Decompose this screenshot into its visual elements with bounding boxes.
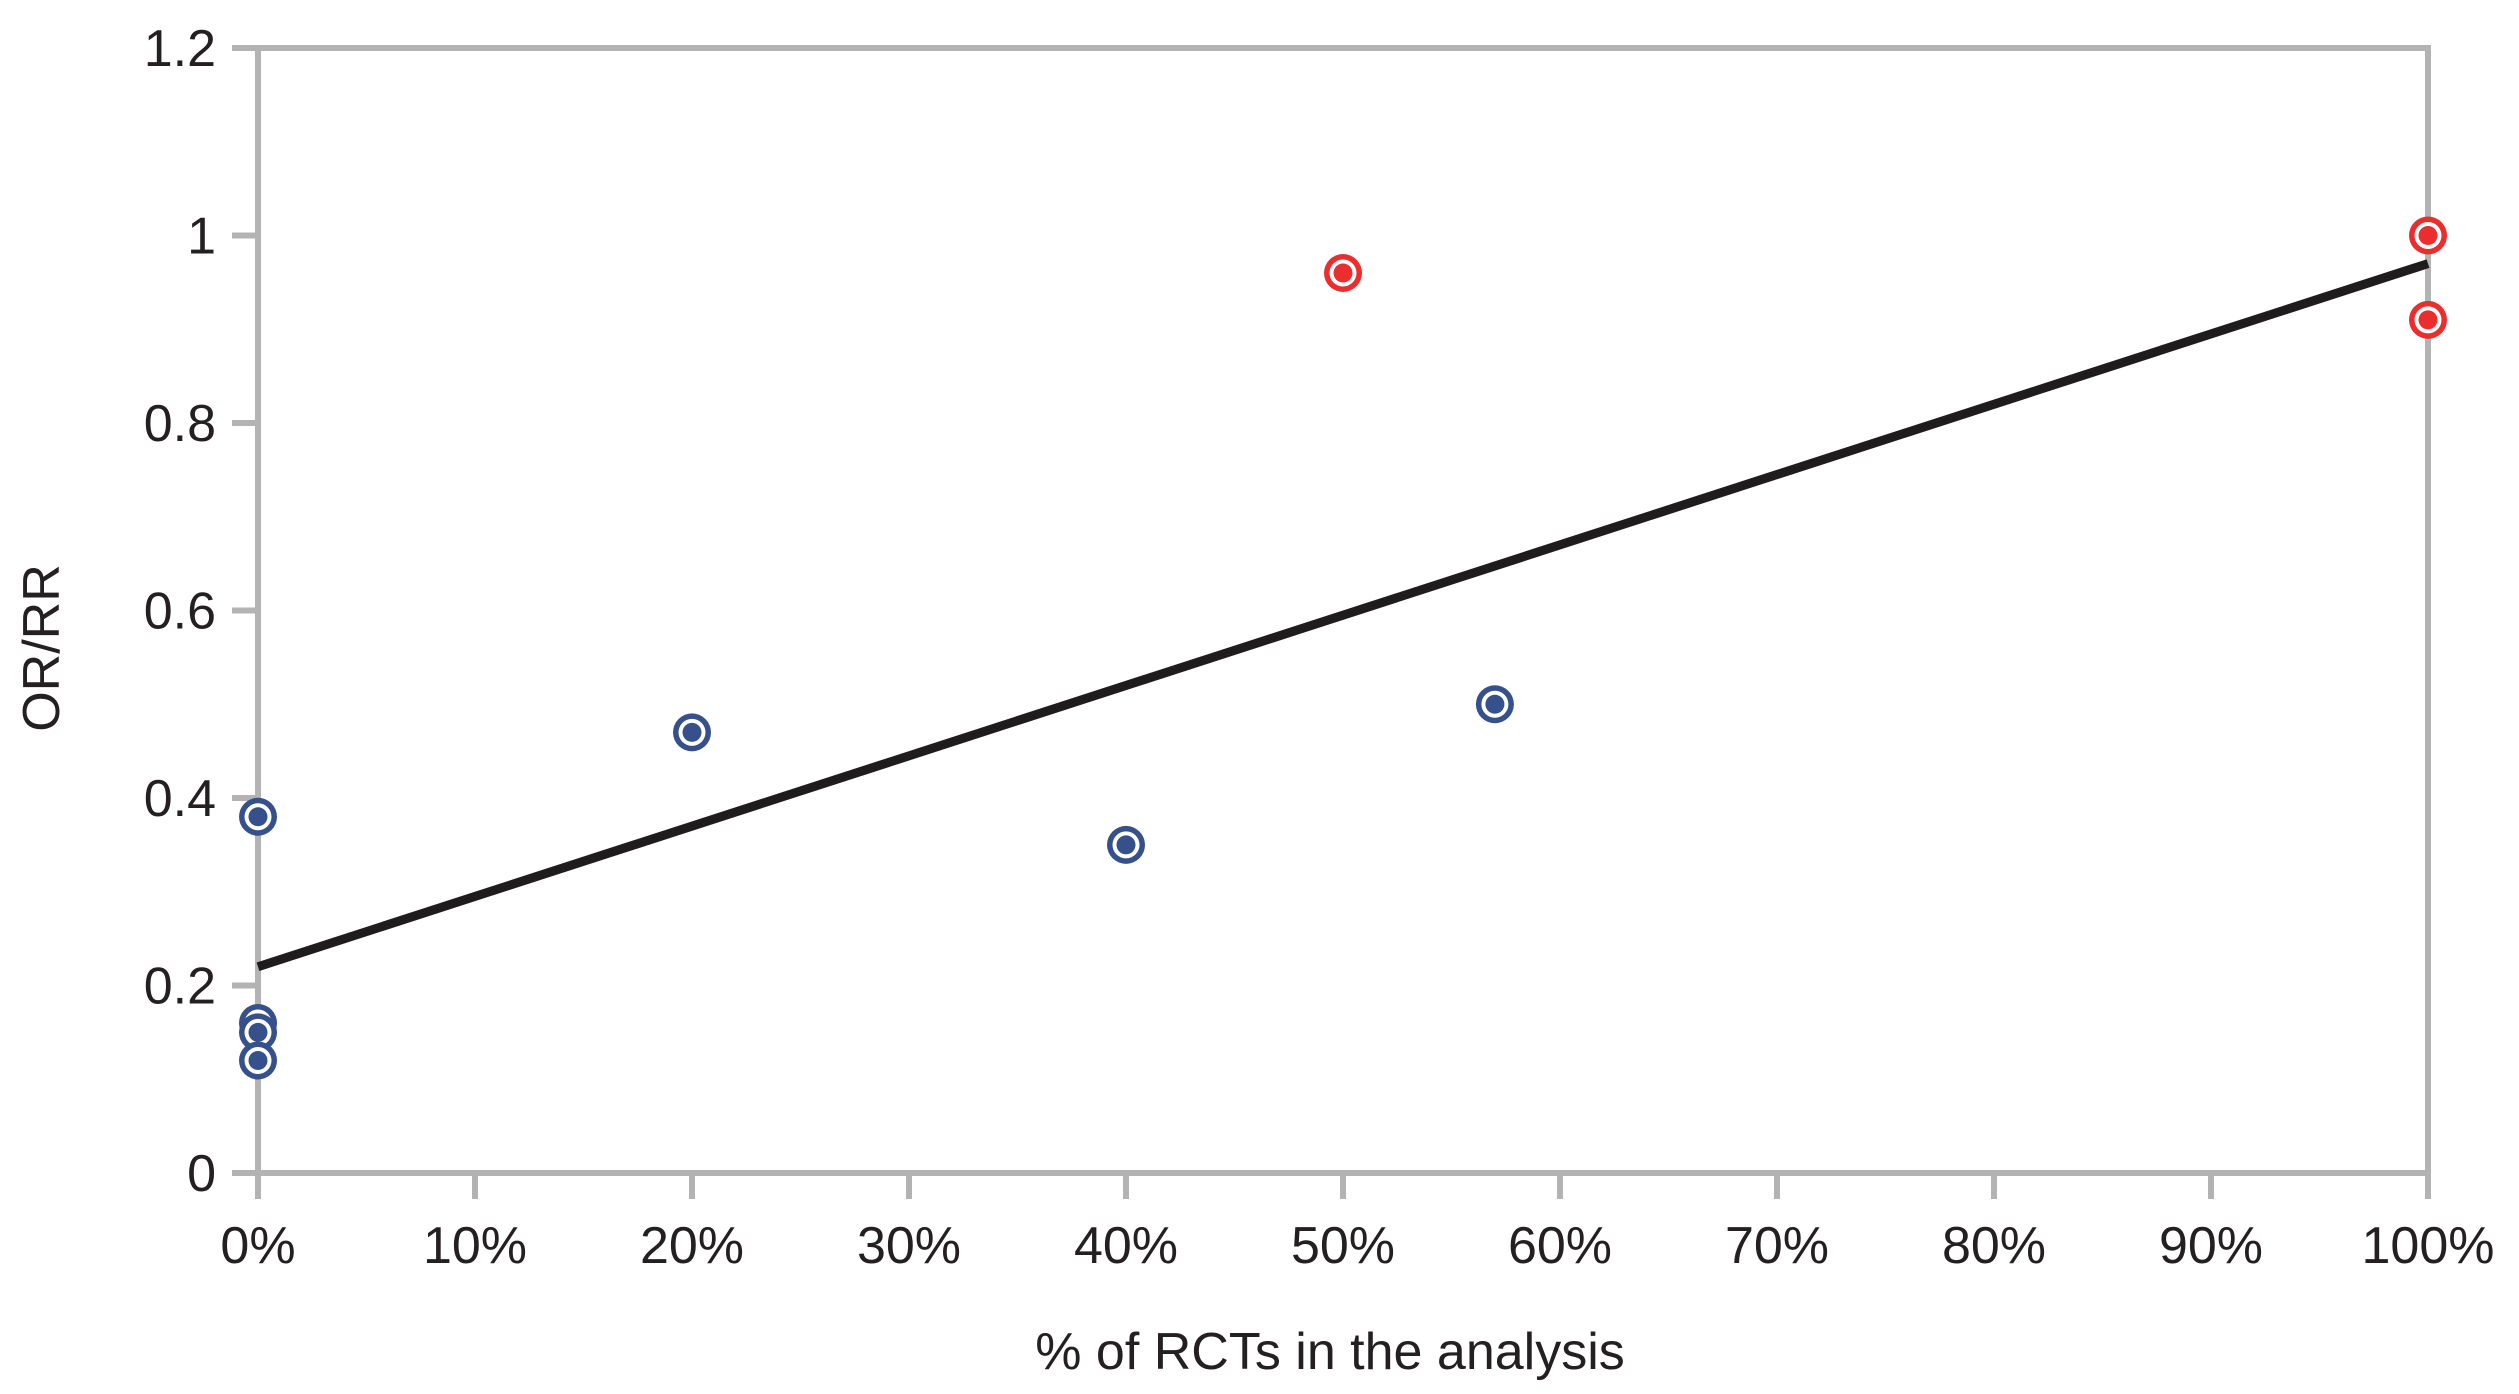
data-point-blue-points bbox=[1107, 825, 1145, 864]
data-point-blue-points bbox=[239, 1041, 277, 1080]
x-tick-label: 40% bbox=[1074, 1217, 1178, 1275]
trend-line bbox=[256, 259, 2430, 972]
x-tick-label: 50% bbox=[1291, 1217, 1395, 1275]
y-tick-label: 0.4 bbox=[144, 770, 216, 828]
x-tick-label: 60% bbox=[1508, 1217, 1612, 1275]
data-point-blue-points bbox=[239, 1013, 277, 1052]
y-tick-label: 0.2 bbox=[144, 958, 216, 1016]
x-tick-label: 80% bbox=[1942, 1217, 2046, 1275]
y-tick-label: 0 bbox=[187, 1145, 216, 1203]
data-point-red-points bbox=[2409, 216, 2447, 255]
y-tick-label: 1 bbox=[187, 208, 216, 266]
y-tick-label: 0.6 bbox=[144, 583, 216, 641]
x-tick-label: 70% bbox=[1725, 1217, 1829, 1275]
y-axis-title: OR/RR bbox=[13, 564, 71, 732]
x-tick-label: 30% bbox=[857, 1217, 961, 1275]
x-tick-label: 20% bbox=[640, 1217, 744, 1275]
data-point-blue-points bbox=[1475, 685, 1514, 724]
x-tick-label: 100% bbox=[2362, 1217, 2495, 1275]
data-point-blue-points bbox=[673, 713, 711, 752]
data-point-blue-points bbox=[239, 797, 277, 836]
x-axis-title: % of RCTs in the analysis bbox=[1035, 1323, 1625, 1381]
x-tick-label: 90% bbox=[2159, 1217, 2263, 1275]
x-tick-label: 0% bbox=[220, 1217, 295, 1275]
data-point-red-points bbox=[1324, 254, 1362, 292]
data-point-red-points bbox=[2409, 300, 2447, 339]
y-tick-label: 0.8 bbox=[144, 395, 216, 453]
y-tick-label: 1.2 bbox=[144, 20, 216, 78]
x-tick-label: 10% bbox=[423, 1217, 527, 1275]
